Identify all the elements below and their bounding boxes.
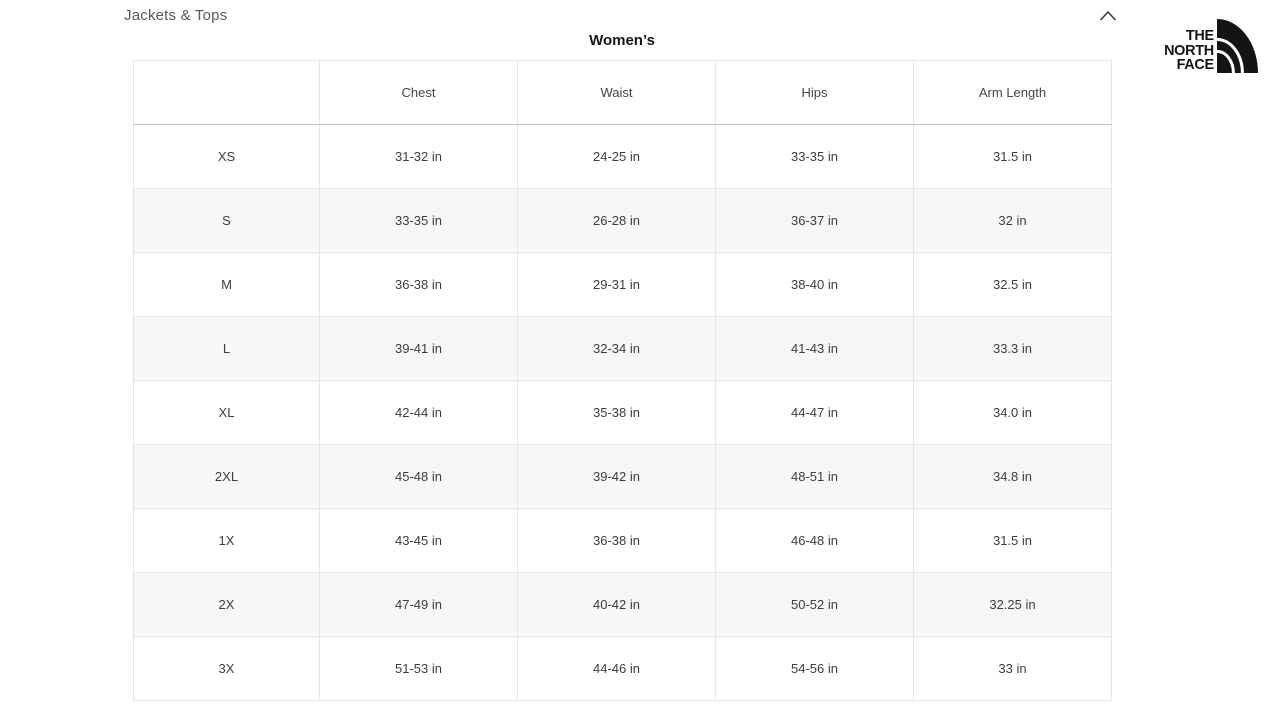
chest-cell: 43-45 in	[319, 508, 518, 573]
chevron-up-icon	[1100, 10, 1116, 20]
table-row: XL 42-44 in 35-38 in 44-47 in 34.0 in	[133, 380, 1112, 445]
waist-cell: 29-31 in	[517, 252, 716, 317]
chest-cell: 36-38 in	[319, 252, 518, 317]
chest-cell: 39-41 in	[319, 316, 518, 381]
north-face-logo: THE NORTH FACE	[1162, 19, 1258, 73]
chest-cell: 51-53 in	[319, 636, 518, 701]
logo-line: FACE	[1176, 56, 1215, 74]
logo-line: THE	[1186, 27, 1214, 45]
half-dome-icon	[1217, 19, 1258, 73]
table-row: XS 31-32 in 24-25 in 33-35 in 31.5 in	[133, 124, 1112, 189]
hips-cell: 50-52 in	[715, 572, 914, 637]
size-table: Chest Waist Hips Arm Length XS 31-32 in 24…	[133, 60, 1112, 701]
hips-cell: 54-56 in	[715, 636, 914, 701]
column-header-chest: Chest	[319, 60, 518, 125]
section-title: Jackets & Tops	[124, 7, 228, 24]
column-header-size	[133, 60, 320, 125]
north-face-logo-text: THE NORTH FACE	[1164, 27, 1215, 74]
size-label-cell: 2XL	[133, 444, 320, 509]
collapse-section-button[interactable]	[1096, 5, 1120, 25]
column-header-hips: Hips	[715, 60, 914, 125]
size-label-cell: 2X	[133, 572, 320, 637]
size-label-cell: XL	[133, 380, 320, 445]
arm-length-cell: 32.5 in	[913, 252, 1112, 317]
size-label-cell: XS	[133, 124, 320, 189]
arm-length-cell: 34.8 in	[913, 444, 1112, 509]
hips-cell: 44-47 in	[715, 380, 914, 445]
waist-cell: 32-34 in	[517, 316, 716, 381]
hips-cell: 38-40 in	[715, 252, 914, 317]
size-chart: Chest Waist Hips Arm Length XS 31-32 in 24…	[133, 60, 1112, 701]
size-label-cell: M	[133, 252, 320, 317]
chest-cell: 42-44 in	[319, 380, 518, 445]
hips-cell: 41-43 in	[715, 316, 914, 381]
size-label-cell: S	[133, 188, 320, 253]
waist-cell: 26-28 in	[517, 188, 716, 253]
waist-cell: 35-38 in	[517, 380, 716, 445]
table-title: Women’s	[589, 32, 655, 49]
table-row: L 39-41 in 32-34 in 41-43 in 33.3 in	[133, 316, 1112, 381]
chest-cell: 31-32 in	[319, 124, 518, 189]
arm-length-cell: 31.5 in	[913, 124, 1112, 189]
column-header-arm-length: Arm Length	[913, 60, 1112, 125]
table-row: M 36-38 in 29-31 in 38-40 in 32.5 in	[133, 252, 1112, 317]
waist-cell: 36-38 in	[517, 508, 716, 573]
waist-cell: 24-25 in	[517, 124, 716, 189]
hips-cell: 48-51 in	[715, 444, 914, 509]
logo-line: NORTH	[1164, 41, 1214, 59]
arm-length-cell: 34.0 in	[913, 380, 1112, 445]
size-label-cell: 1X	[133, 508, 320, 573]
table-row: 3X 51-53 in 44-46 in 54-56 in 33 in	[133, 636, 1112, 701]
table-row: 2X 47-49 in 40-42 in 50-52 in 32.25 in	[133, 572, 1112, 637]
table-row: 2XL 45-48 in 39-42 in 48-51 in 34.8 in	[133, 444, 1112, 509]
table-header-row: Chest Waist Hips Arm Length	[133, 60, 1112, 125]
waist-cell: 40-42 in	[517, 572, 716, 637]
arm-length-cell: 33 in	[913, 636, 1112, 701]
arm-length-cell: 32 in	[913, 188, 1112, 253]
hips-cell: 33-35 in	[715, 124, 914, 189]
size-label-cell: L	[133, 316, 320, 381]
table-row: 1X 43-45 in 36-38 in 46-48 in 31.5 in	[133, 508, 1112, 573]
table-row: S 33-35 in 26-28 in 36-37 in 32 in	[133, 188, 1112, 253]
size-table-body: XS 31-32 in 24-25 in 33-35 in 31.5 in S 33-35 …	[133, 124, 1112, 701]
hips-cell: 46-48 in	[715, 508, 914, 573]
arm-length-cell: 33.3 in	[913, 316, 1112, 381]
arm-length-cell: 32.25 in	[913, 572, 1112, 637]
hips-cell: 36-37 in	[715, 188, 914, 253]
size-label-cell: 3X	[133, 636, 320, 701]
waist-cell: 44-46 in	[517, 636, 716, 701]
arm-length-cell: 31.5 in	[913, 508, 1112, 573]
waist-cell: 39-42 in	[517, 444, 716, 509]
chest-cell: 33-35 in	[319, 188, 518, 253]
chest-cell: 47-49 in	[319, 572, 518, 637]
column-header-waist: Waist	[517, 60, 716, 125]
chest-cell: 45-48 in	[319, 444, 518, 509]
